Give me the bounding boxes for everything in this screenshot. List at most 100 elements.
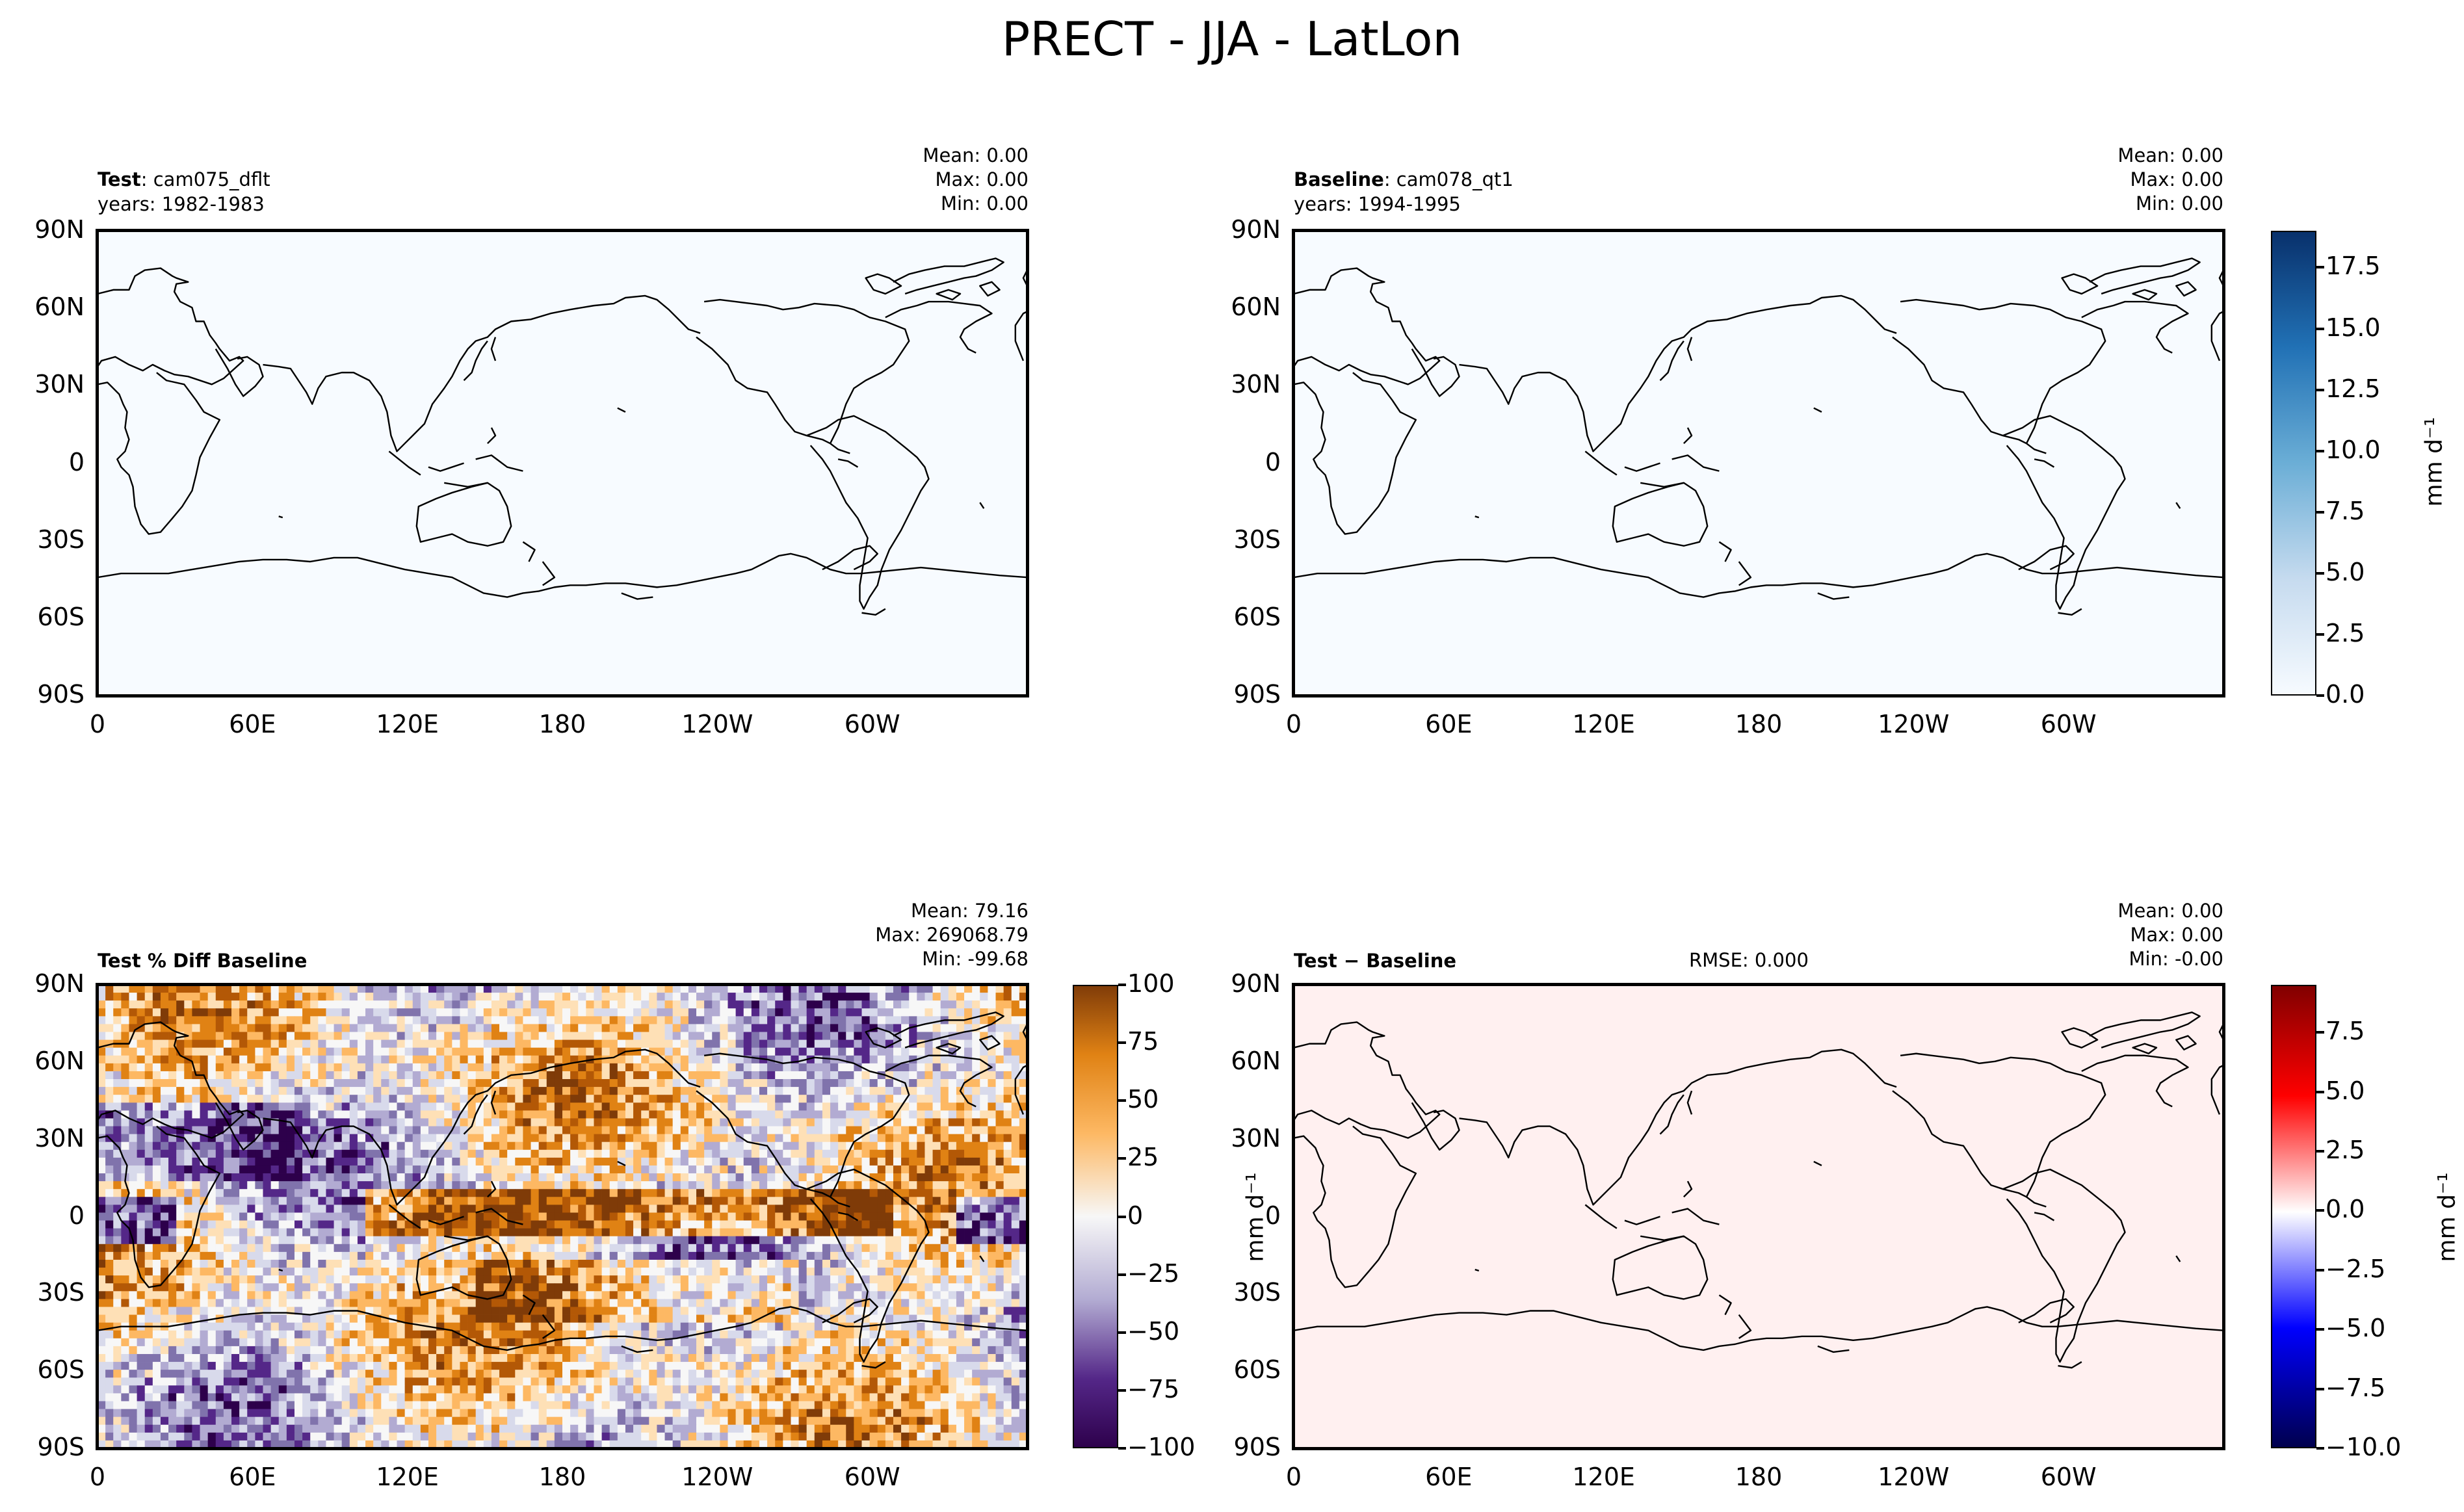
pctdiff-cell (672, 993, 681, 1001)
pctdiff-cell (972, 993, 980, 1001)
pctdiff-cell (995, 993, 1004, 1001)
pctdiff-cell (1019, 1000, 1027, 1009)
pctdiff-cell (483, 1000, 492, 1009)
pctdiff-cell (664, 1000, 674, 1009)
pctdiff-cell (160, 1000, 169, 1009)
pctdiff-cell (404, 1000, 413, 1009)
pctdiff-cell (207, 993, 216, 1001)
pctdiff-cell (743, 993, 752, 1001)
pctdiff-cell (467, 993, 477, 1001)
pctdiff-cell (594, 1000, 602, 1009)
pctdiff-cell (523, 1000, 531, 1009)
pctdiff-cell (594, 993, 602, 1001)
pctdiff-cell (483, 993, 492, 1001)
pctdiff-cell (909, 993, 917, 1001)
pctdiff-cell (791, 1000, 799, 1009)
pctdiff-cell (152, 1000, 161, 1009)
pctdiff-cell (452, 993, 460, 1001)
pctdiff-cell (806, 993, 815, 1001)
pctdiff-cell (444, 1000, 452, 1009)
pctdiff-cell (546, 993, 555, 1001)
pctdiff-cell (586, 993, 594, 1001)
pctdiff-cell (412, 993, 421, 1001)
pctdiff-cell (192, 985, 200, 993)
pctdiff-cell (704, 985, 713, 993)
pctdiff-cell (515, 985, 523, 993)
pctdiff-cell (491, 1000, 500, 1009)
pctdiff-cell (727, 993, 736, 1001)
pctdiff-cell (152, 993, 161, 1001)
pctdiff-cell (483, 985, 492, 993)
pctdiff-cell (412, 1000, 421, 1009)
pctdiff-cell (531, 993, 540, 1001)
pctdiff-cell (783, 1000, 791, 1009)
pctdiff-cell (854, 1000, 862, 1009)
baseline-panel-title: Baseline: cam078_qt1 (1294, 168, 1514, 190)
pctdiff-cell (1019, 985, 1027, 993)
pctdiff-cell (420, 993, 429, 1001)
pctdiff-cell (625, 993, 634, 1001)
pctdiff-cell (1003, 1000, 1012, 1009)
pctdiff-cell (499, 1000, 508, 1009)
pctdiff-cell (176, 1000, 185, 1009)
pctdiff-cell (357, 985, 366, 993)
pctdiff-cell (263, 985, 271, 993)
pctdiff-cell (956, 985, 965, 993)
pctdiff-cell (98, 1000, 106, 1009)
pctdiff-cell (917, 1000, 925, 1009)
pctdiff-cell (121, 993, 129, 1001)
pctdiff-cell (334, 1000, 343, 1009)
pctdiff-cell (783, 985, 791, 993)
pctdiff-cell (924, 985, 933, 993)
pctdiff-cell (822, 985, 831, 993)
pctdiff-cell (578, 1000, 586, 1009)
pctdiff-cell (341, 1000, 350, 1009)
pctdiff-cell (184, 993, 192, 1001)
pctdiff-cell (688, 985, 697, 993)
pctdiff-cell (160, 985, 169, 993)
pctdiff-cell (830, 985, 839, 993)
pctdiff-cell (948, 993, 957, 1001)
pctdiff-cell (263, 993, 271, 1001)
pctdiff-cell (980, 985, 988, 993)
pctdiff-cell (759, 993, 768, 1001)
pctdiff-cell (286, 985, 295, 993)
pctdiff-cell (420, 1000, 429, 1009)
pctdiff-cell (822, 1000, 831, 1009)
pctdiff-cell (294, 993, 303, 1001)
pctdiff-cell (523, 985, 531, 993)
pctdiff-cell (854, 993, 862, 1001)
pctdiff-cell (633, 1000, 642, 1009)
pctdiff-cell (318, 985, 326, 993)
pctdiff-cell (278, 1000, 287, 1009)
pctdiff-cell (988, 1000, 996, 1009)
pctdiff-cell (192, 993, 200, 1001)
pctdiff-cell (759, 1000, 768, 1009)
pctdiff-cell (444, 993, 452, 1001)
pctdiff-cell (121, 985, 129, 993)
pctdiff-cell (538, 1000, 547, 1009)
pctdiff-panel-stats: Mean: 79.16 Max: 269068.79 Min: -99.68 (875, 900, 1029, 970)
test-panel-title: Test: cam075_dflt (98, 168, 270, 190)
pctdiff-cell (192, 1000, 200, 1009)
pctdiff-cell (893, 993, 902, 1001)
pctdiff-cell (397, 985, 405, 993)
pctdiff-cell (657, 993, 665, 1001)
pctdiff-cell (98, 993, 106, 1001)
pctdiff-cell (310, 1000, 319, 1009)
pctdiff-cell (176, 985, 185, 993)
pctdiff-cell (641, 993, 649, 1001)
pctdiff-cell (255, 985, 263, 993)
pctdiff-cell (129, 985, 137, 993)
test-panel-years: years: 1982-1983 (98, 193, 265, 215)
baseline-map (1294, 231, 2223, 696)
pctdiff-cell (854, 985, 862, 993)
pctdiff-cell (452, 1000, 460, 1009)
pctdiff-cell (696, 1000, 705, 1009)
pctdiff-cell (727, 985, 736, 993)
baseline-field (1294, 231, 2223, 696)
pctdiff-cell (255, 993, 263, 1001)
pctdiff-cell (326, 985, 334, 993)
pctdiff-cell (357, 1000, 366, 1009)
pctdiff-cell (846, 993, 854, 1001)
